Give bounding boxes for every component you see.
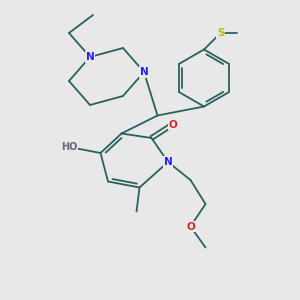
Text: HO: HO bbox=[61, 142, 77, 152]
Text: S: S bbox=[217, 28, 224, 38]
Text: N: N bbox=[164, 157, 172, 167]
Text: O: O bbox=[186, 221, 195, 232]
Text: N: N bbox=[85, 52, 94, 62]
Text: O: O bbox=[168, 119, 177, 130]
Text: N: N bbox=[140, 67, 148, 77]
